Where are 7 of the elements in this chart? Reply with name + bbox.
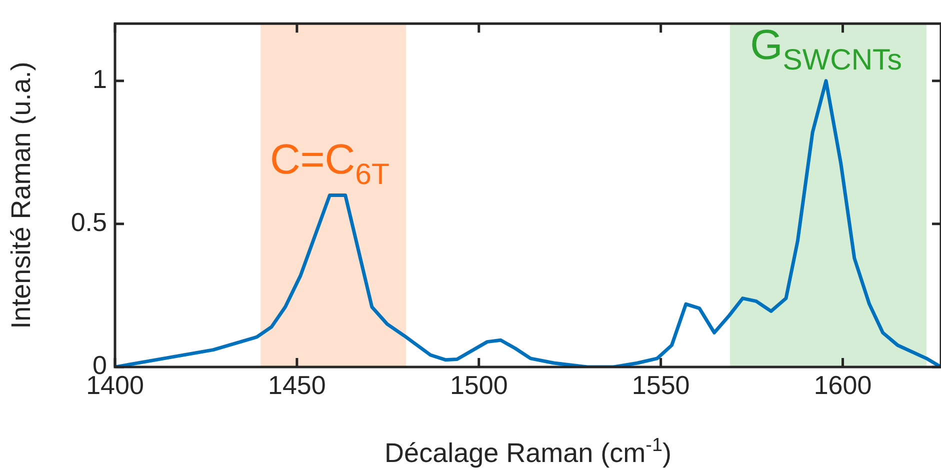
y-tick-label: 1: [92, 64, 107, 94]
x-tick-label: 1600: [814, 370, 872, 400]
x-tick-label: 1450: [268, 370, 326, 400]
x-tick-label: 1500: [450, 370, 508, 400]
y-axis-title: Intensité Raman (u.a.): [6, 62, 36, 329]
y-tick-label: 0.5: [70, 207, 107, 238]
x-tick-label: 1550: [632, 370, 690, 400]
